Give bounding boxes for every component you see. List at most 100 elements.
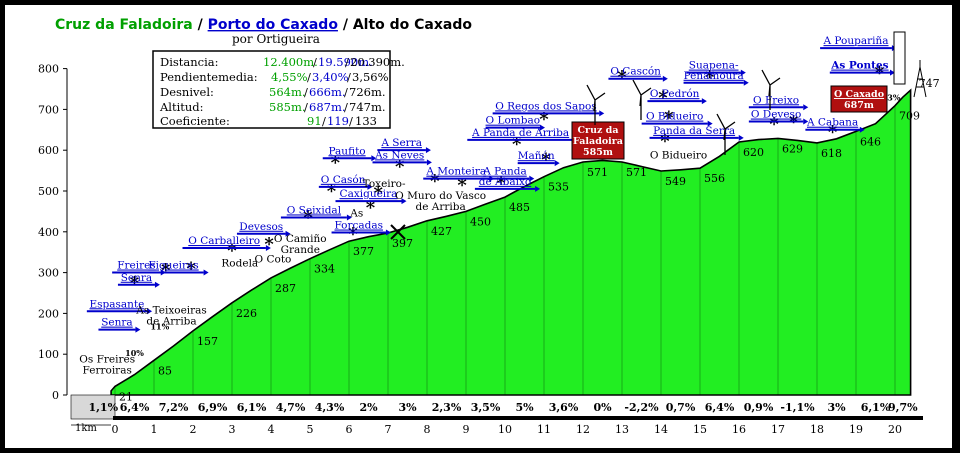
place-label: Ferroiras <box>83 364 132 376</box>
x-tick-label-17: 17 <box>771 423 785 436</box>
place-label: As <box>349 207 363 219</box>
place-label-blue: O Seixidal <box>287 204 342 216</box>
svg-text:/: / <box>313 55 317 69</box>
km-gradient-label: -1,1% <box>780 401 815 414</box>
place-arrow-head <box>385 229 391 236</box>
stat-altitud-v3: 747m. <box>349 100 386 114</box>
stat-altitud-v2: 687m. <box>309 100 346 114</box>
place-arrow-head <box>803 104 809 111</box>
point-marker: * <box>658 87 668 108</box>
place-arrow-head <box>147 308 153 315</box>
stat-altitud-label: Altitud: <box>159 100 204 114</box>
y-tick-label-300: 300 <box>38 267 59 280</box>
place-arrow-head <box>401 198 407 205</box>
place-label-blue: Devesos <box>239 221 283 233</box>
svg-text:/: / <box>349 114 353 128</box>
km-altitude-label: 427 <box>431 225 452 238</box>
x-tick-label-15: 15 <box>693 423 707 436</box>
place-label-blue: O Casón <box>321 174 366 186</box>
chart-title: Cruz da Faladoira / Porto do Caxado / Al… <box>55 17 472 33</box>
place-arrow-head <box>554 160 560 167</box>
wind-turbine-icon <box>586 69 781 155</box>
stat-pendiente-v1: 4,55% <box>271 70 308 84</box>
place-arrow-head <box>203 269 209 276</box>
km-gradient-label: 6,4% <box>120 401 150 414</box>
point-marker: * <box>348 224 358 245</box>
stat-altitud-v1: 585m. <box>269 100 306 114</box>
point-marker: * <box>366 197 376 218</box>
km-gradient-label: 4,3% <box>315 401 345 414</box>
summit-box-faladoira: Cruz da Faladoira 585m <box>571 121 625 160</box>
place-label-blue: Penamoura <box>684 70 744 82</box>
km-gradient-label: 9,7% <box>888 401 918 414</box>
title-part3: Alto do Caxado <box>353 17 473 33</box>
km-gradient-label: 6,1% <box>861 401 891 414</box>
km-altitude-label: 287 <box>275 282 296 295</box>
x-tick-label-12: 12 <box>576 423 590 436</box>
place-label-blue: A Serra <box>380 137 422 149</box>
title-part1: Cruz da Faladoira <box>55 17 193 33</box>
stats-box: Distancia: 12.400m. / 19.590m. / 20.390m… <box>152 50 405 129</box>
stat-pendiente-v3: 3,56% <box>352 70 389 84</box>
km-gradient-label: -2,2% <box>624 401 659 414</box>
km-altitude-label: 571 <box>626 166 647 179</box>
point-marker: * <box>664 108 674 129</box>
chart-subtitle: por Ortigueira <box>232 32 320 46</box>
point-marker: * <box>705 67 715 88</box>
svg-text:/: / <box>345 55 349 69</box>
place-label-blue: Senra <box>121 272 152 284</box>
stat-distancia-label: Distancia: <box>160 55 219 69</box>
place-label-blue: As Neves <box>374 149 424 161</box>
km-gradient-label: 7,2% <box>159 401 189 414</box>
place-label-blue: Caxigueira <box>340 188 398 200</box>
place-label-blue: O Pedrón <box>650 88 700 100</box>
chart-panel: 0 100 200 300 400 500 600 700 800 0 1 2 3 4 5 6 7 8 9 10 11 1… <box>5 5 952 448</box>
place-label-blue: Mañón <box>518 150 555 162</box>
place-label: Grande <box>281 244 320 256</box>
point-gradient-label: 13% <box>882 92 901 102</box>
x-tick-label-2: 2 <box>190 423 197 436</box>
place-label-blue: Panda da Serra <box>653 125 735 137</box>
svg-text:O Caxado: O Caxado <box>834 89 884 100</box>
km-altitude-label: 377 <box>353 245 374 258</box>
svg-text:/: / <box>347 70 351 84</box>
summit-box-caxado: O Caxado 687m <box>830 85 888 113</box>
place-label: Os Freires <box>79 353 135 365</box>
km-altitude-label: 485 <box>509 201 530 214</box>
stat-desnivel-v1: 564m. <box>269 85 306 99</box>
km-altitude-label: 85 <box>158 364 172 377</box>
stat-coeficiente-v3: 133 <box>355 114 377 128</box>
place-label: O Camiño <box>274 233 327 245</box>
km-gradient-label: 3% <box>398 401 417 414</box>
point-marker: * <box>617 67 627 88</box>
mine-icon <box>390 224 406 240</box>
place-arrow-head <box>285 230 291 237</box>
svg-text:Cruz da: Cruz da <box>578 125 619 136</box>
place-label-blue: O Deveso <box>751 109 801 121</box>
place-arrow-head <box>599 110 605 117</box>
place-label: de Arriba <box>416 201 466 213</box>
place-arrow-head <box>859 126 865 133</box>
stat-pendiente-v2: 3,40% <box>312 70 349 84</box>
place-arrow-head <box>371 155 377 162</box>
antenna-tower-icon <box>893 31 927 98</box>
point-marker: * <box>541 149 551 170</box>
place-label-blue: A Panda <box>482 166 527 178</box>
point-marker: * <box>660 131 670 152</box>
place-label-blue: O Freixo <box>753 94 799 106</box>
place-label-blue: Figueiras <box>148 260 198 272</box>
km-gradient-label: 5% <box>515 401 534 414</box>
point-marker: * <box>828 122 838 143</box>
place-arrow-head <box>426 159 432 166</box>
y-tick-label-600: 600 <box>38 144 59 157</box>
point-marker: * <box>539 109 549 130</box>
place-label-blue: O Lombao <box>486 115 541 127</box>
place-arrow-head <box>738 134 744 141</box>
km-altitude-label: 157 <box>197 335 218 348</box>
point-marker: * <box>374 183 384 204</box>
x-tick-label-13: 13 <box>615 423 629 436</box>
svg-text:/: / <box>304 85 308 99</box>
km-gradient-label: 6,4% <box>705 401 735 414</box>
